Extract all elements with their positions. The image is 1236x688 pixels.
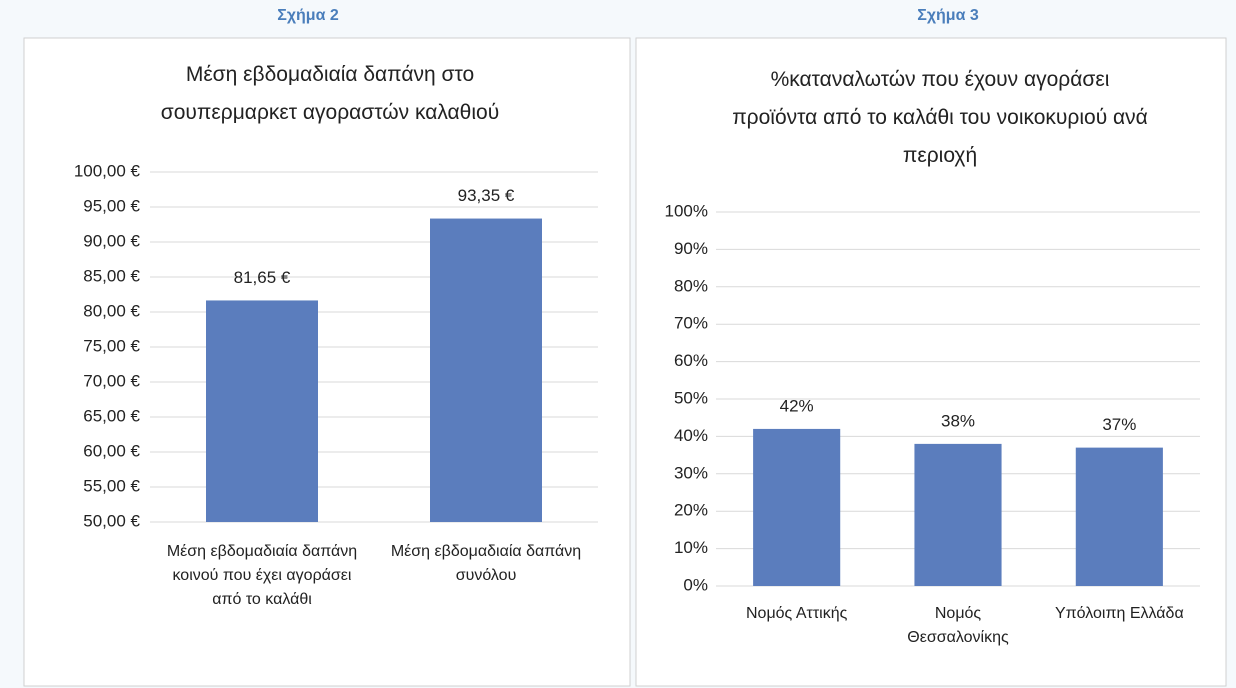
- bar: [430, 218, 542, 523]
- chart-title: Μέση εβδομαδιαία δαπάνη στο σουπερμαρκετ…: [160, 63, 500, 124]
- x-tick-label: Νομός Αττικής: [745, 605, 848, 622]
- y-tick-label: 60%: [674, 351, 708, 370]
- bar: [753, 428, 841, 586]
- y-tick-label: 90%: [674, 239, 708, 258]
- caption: Σχήμα 2: [277, 7, 339, 24]
- y-tick-label: 75,00 €: [83, 336, 140, 355]
- y-tick-label: 70%: [674, 314, 708, 333]
- bar: [914, 443, 1002, 586]
- y-tick-label: 0%: [683, 575, 708, 594]
- y-tick-label: 55,00 €: [83, 476, 140, 495]
- bar: [1075, 447, 1163, 586]
- value-label: 81,65 €: [234, 268, 291, 287]
- value-label: 93,35 €: [458, 186, 515, 205]
- y-tick-label: 90,00 €: [83, 231, 140, 250]
- y-tick-label: 50%: [674, 388, 708, 407]
- x-tick-label: Νομός Θεσσαλονίκης: [907, 605, 1009, 646]
- bar: [206, 300, 318, 522]
- y-tick-label: 50,00 €: [83, 511, 140, 530]
- x-tick-label: Μέση εβδομαδιαία δαπάνη συνόλου: [390, 543, 582, 584]
- value-label: 42%: [780, 396, 814, 415]
- y-tick-label: 95,00 €: [83, 196, 140, 215]
- y-tick-label: 20%: [674, 501, 708, 520]
- y-tick-label: 85,00 €: [83, 266, 140, 285]
- chart-title: %καταναλωτών που έχουν αγοράσει προϊόντα…: [732, 68, 1148, 167]
- x-tick-label: Μέση εβδομαδιαία δαπάνη κοινού που έχει …: [166, 543, 358, 608]
- value-label: 38%: [941, 411, 975, 430]
- y-tick-label: 80,00 €: [83, 301, 140, 320]
- caption: Σχήμα 3: [917, 7, 979, 24]
- x-tick-label: Υπόλοιπη Ελλάδα: [1054, 605, 1184, 622]
- y-tick-label: 100,00 €: [74, 161, 141, 180]
- y-tick-label: 30%: [674, 463, 708, 482]
- y-tick-label: 40%: [674, 426, 708, 445]
- y-tick-label: 60,00 €: [83, 441, 140, 460]
- y-tick-label: 10%: [674, 538, 708, 557]
- y-tick-label: 80%: [674, 276, 708, 295]
- value-label: 37%: [1102, 415, 1136, 434]
- y-tick-label: 70,00 €: [83, 371, 140, 390]
- y-tick-label: 65,00 €: [83, 406, 140, 425]
- y-tick-label: 100%: [665, 201, 708, 220]
